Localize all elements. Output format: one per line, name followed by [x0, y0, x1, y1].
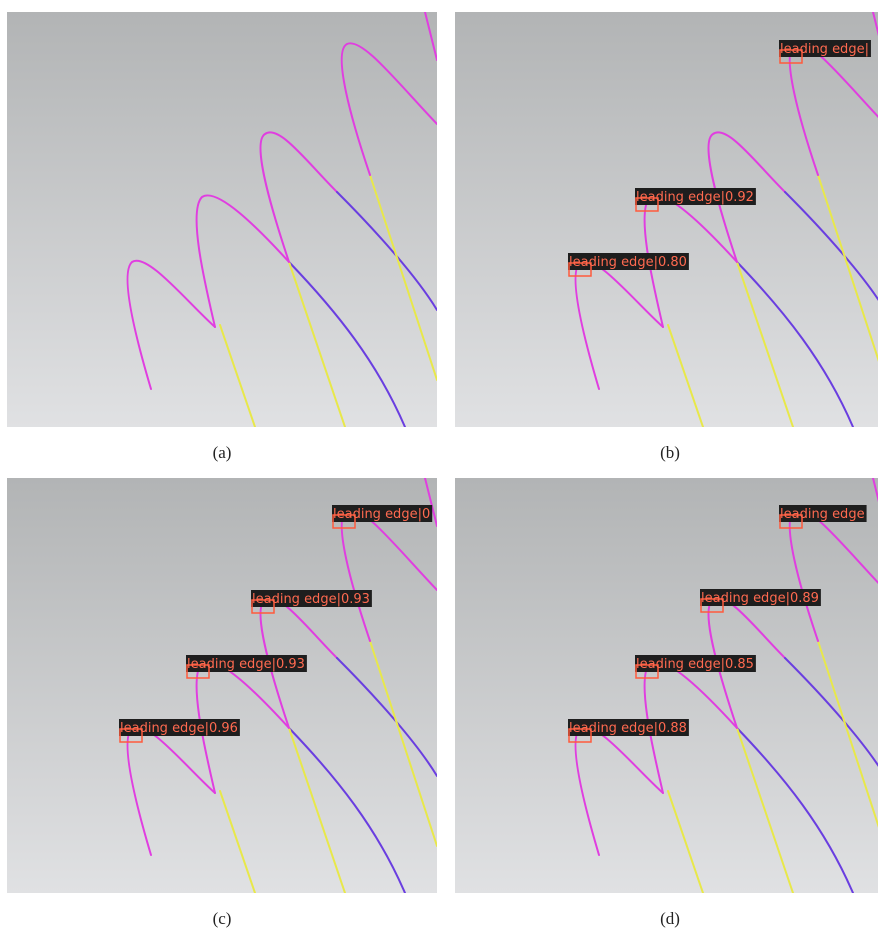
panel: leading edge leading edge|0.89 leading edg… — [455, 478, 878, 893]
panel-background — [455, 478, 878, 893]
detection-label: leading edge|0.92 — [636, 190, 754, 205]
detection-label: leading edge|0.80 — [569, 255, 687, 270]
panel: leading edge|0 leading edge|0.93 leading e… — [7, 478, 437, 893]
caption: (c) — [213, 909, 232, 928]
detection-label: leading edge| — [780, 42, 869, 57]
caption: (d) — [660, 909, 680, 928]
figure: (a)leading edge|leading edge|0.92leading… — [0, 0, 878, 931]
detection-label: leading edge|0 — [333, 507, 430, 522]
detection-label: leading edge|0.96 — [120, 721, 238, 736]
panel — [7, 12, 437, 427]
panel-background — [455, 12, 878, 427]
detection-label: leading edge|0.88 — [569, 721, 687, 736]
detection-label: leading edge|0.93 — [252, 592, 370, 607]
caption: (b) — [660, 443, 680, 462]
caption: (a) — [213, 443, 232, 462]
panel: leading edge| leading edge|0.92 leading ed… — [455, 12, 878, 427]
detection-label: leading edge — [780, 507, 865, 522]
detection-label: leading edge|0.85 — [636, 657, 754, 672]
detection-label: leading edge|0.93 — [187, 657, 305, 672]
detection-label: leading edge|0.89 — [701, 591, 819, 606]
